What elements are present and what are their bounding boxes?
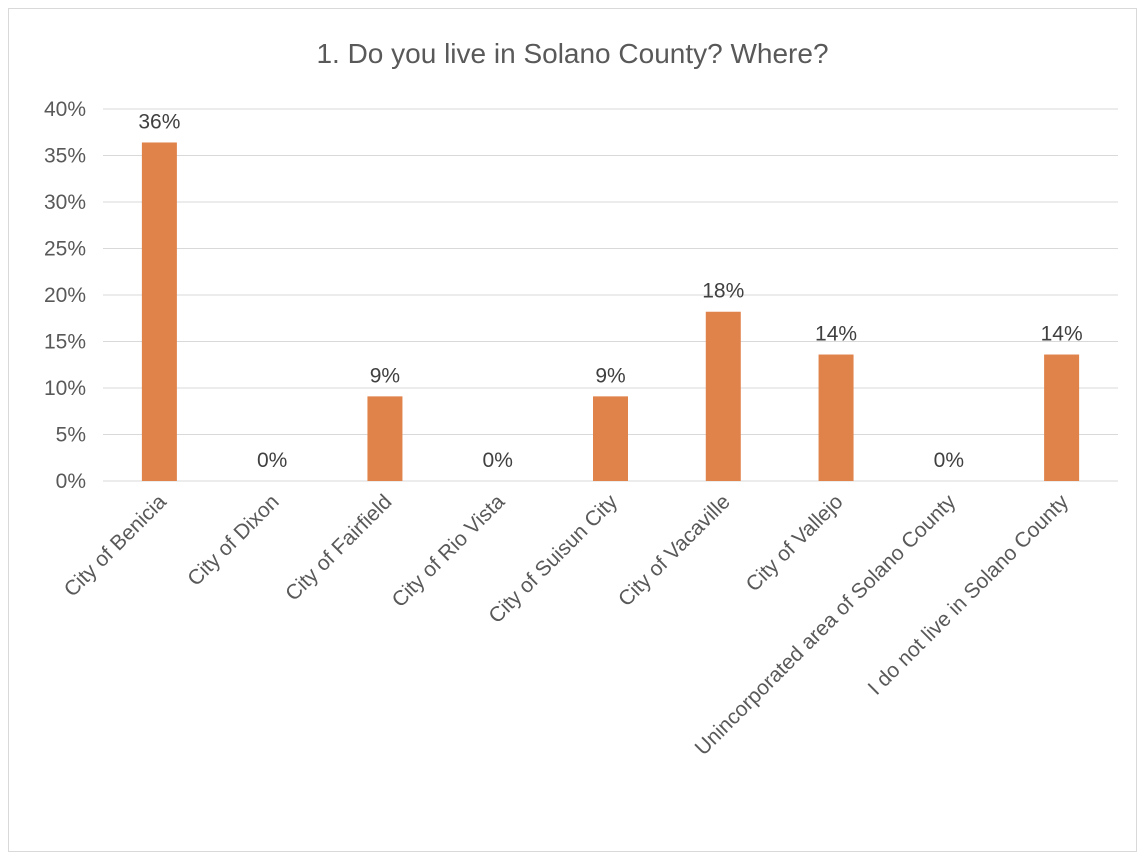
- data-label: 14%: [815, 323, 857, 346]
- y-tick-label: 0%: [56, 470, 86, 493]
- x-tick-label: City of Vallejo: [742, 490, 848, 596]
- y-tick-label: 20%: [44, 284, 86, 307]
- bar: [818, 354, 854, 481]
- bar: [1044, 354, 1080, 481]
- data-label: 36%: [138, 110, 180, 133]
- x-tick-label: City of Benicia: [60, 490, 171, 601]
- data-label: 0%: [934, 449, 964, 472]
- y-tick-label: 35%: [44, 145, 86, 168]
- y-tick-label: 30%: [44, 191, 86, 214]
- y-tick-label: 40%: [44, 98, 86, 121]
- x-tick-label: City of Fairfield: [281, 490, 396, 605]
- y-tick-label: 10%: [44, 377, 86, 400]
- bar: [593, 396, 628, 481]
- data-label: 14%: [1041, 323, 1083, 346]
- data-label: 9%: [595, 364, 625, 387]
- chart-title: 1. Do you live in Solano County? Where?: [316, 38, 829, 69]
- x-tick-label: Unincorporated area of Solano County: [691, 490, 961, 760]
- bar: [367, 396, 403, 481]
- data-label: 0%: [257, 449, 287, 472]
- y-tick-label: 25%: [44, 238, 86, 261]
- data-label: 9%: [370, 364, 400, 387]
- chart-frame: [8, 8, 1137, 852]
- x-tick-label: I do not live in Solano County: [864, 490, 1074, 700]
- x-tick-label: City of Vacaville: [614, 490, 735, 611]
- y-tick-label: 15%: [44, 331, 86, 354]
- x-tick-label: City of Rio Vista: [388, 490, 510, 612]
- x-tick-label: City of Dixon: [183, 490, 283, 590]
- y-tick-label: 5%: [56, 424, 86, 447]
- bar: [705, 311, 741, 481]
- bar: [141, 142, 177, 482]
- data-label: 18%: [702, 280, 744, 303]
- data-label: 0%: [483, 449, 513, 472]
